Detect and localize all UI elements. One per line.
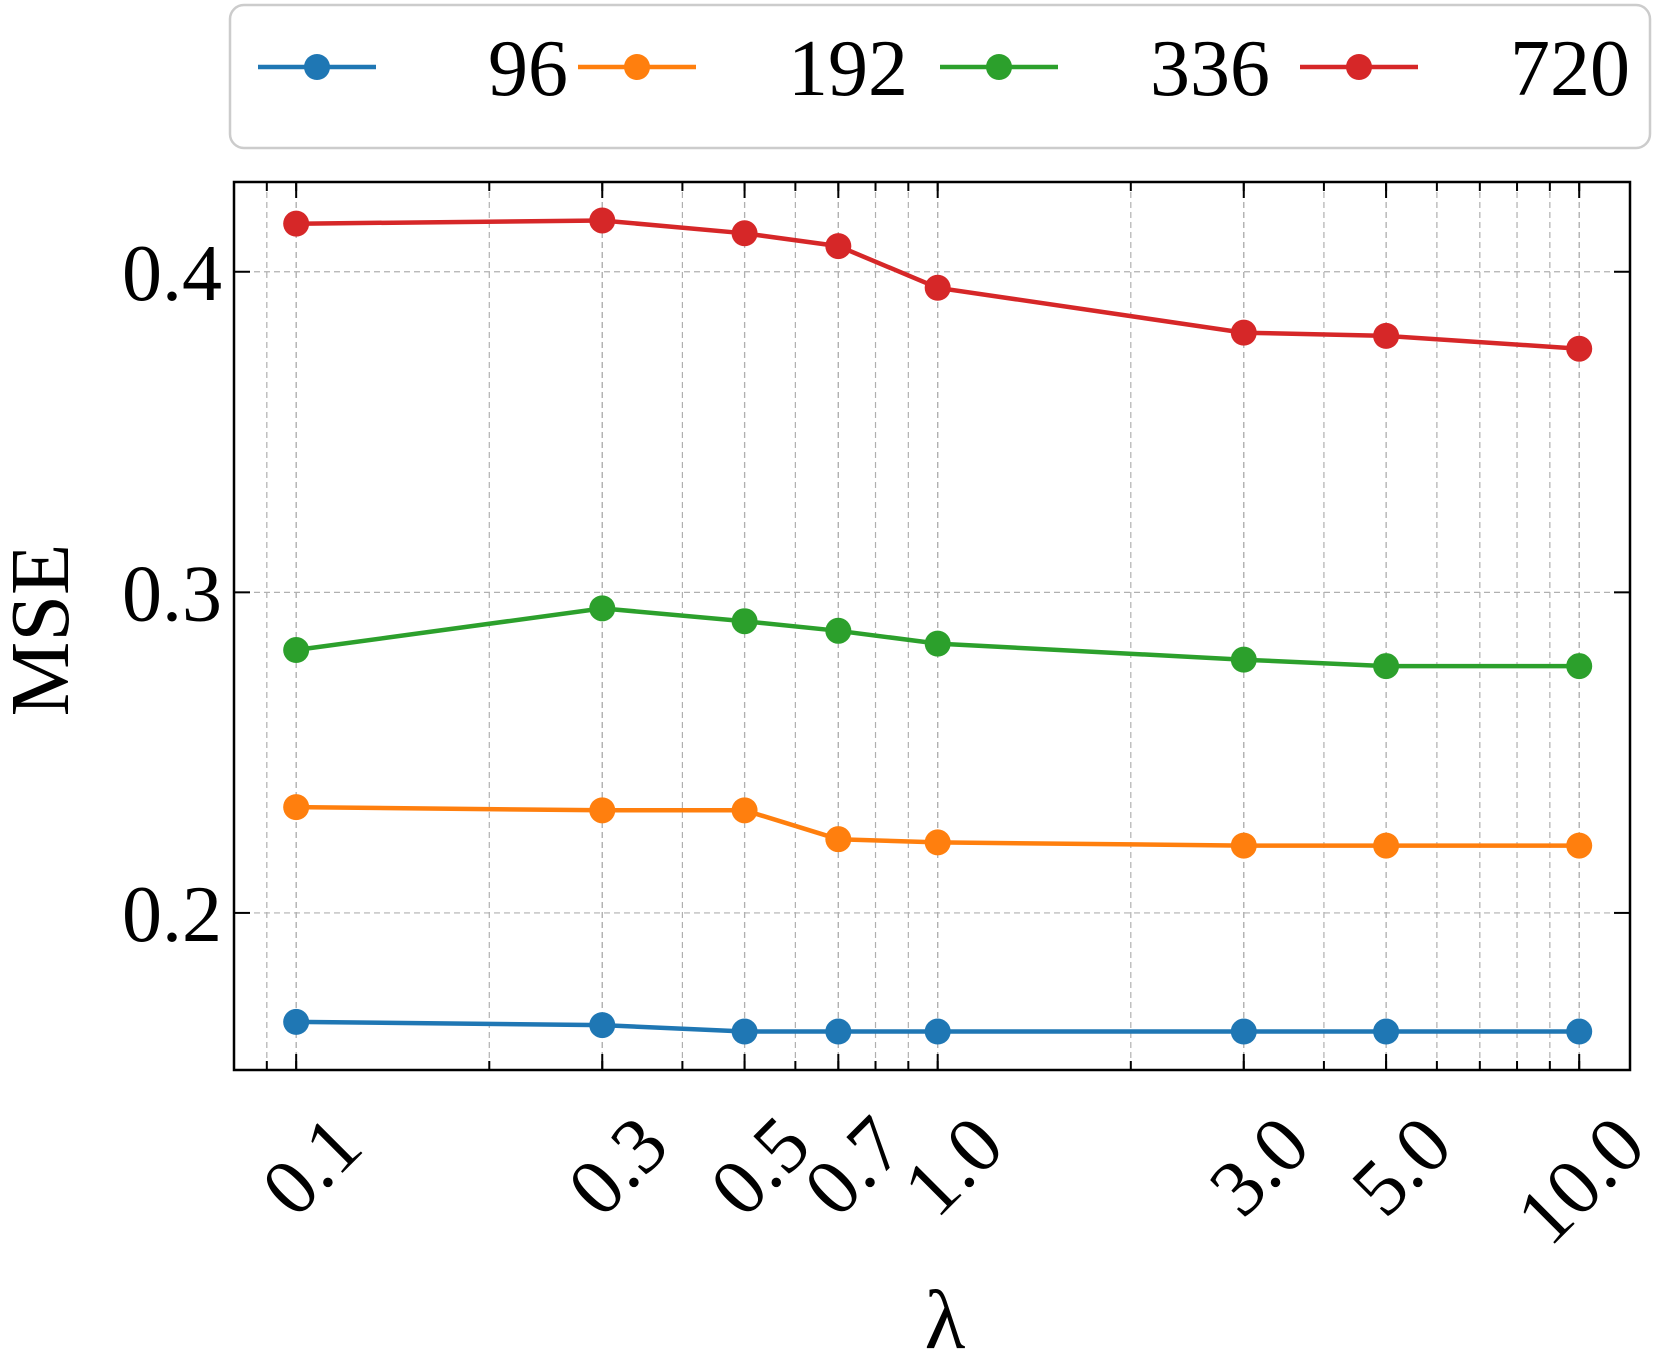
data-point-192: [1566, 832, 1593, 859]
data-point-720: [1566, 335, 1593, 362]
data-point-192: [731, 797, 758, 824]
data-point-96: [924, 1018, 951, 1045]
data-point-720: [1230, 319, 1257, 346]
x-tick-label: 0.3: [552, 1100, 685, 1233]
series-line-192: [296, 804, 1580, 848]
legend: 96 192 336 720: [258, 25, 1630, 113]
legend-label: 192: [788, 25, 908, 113]
series-720: [283, 207, 1593, 362]
legend-swatch-marker: [304, 54, 330, 80]
data-point-720: [1373, 322, 1400, 349]
data-point-96: [283, 1008, 310, 1035]
series-group: [283, 207, 1593, 1045]
data-point-96: [825, 1018, 852, 1045]
y-tick-label: 0.2: [122, 871, 222, 959]
data-point-720: [731, 220, 758, 247]
data-point-96: [1230, 1018, 1257, 1045]
x-tick-label: 3.0: [1193, 1100, 1326, 1233]
data-point-96: [589, 1012, 616, 1039]
legend-entry-192: 192: [578, 25, 908, 113]
legend-swatch-marker: [1346, 54, 1372, 80]
data-point-336: [283, 637, 310, 664]
legend-label: 336: [1150, 25, 1270, 113]
ticks: 0.1 0.3 0.50.71.0 3.0 5.0 10.00.20.30.4: [122, 182, 1660, 1261]
x-tick-label: 10.0: [1500, 1100, 1660, 1261]
x-tick-label: 5.0: [1335, 1100, 1468, 1233]
data-point-96: [1566, 1018, 1593, 1045]
series-192: [283, 794, 1593, 859]
y-tick-label: 0.4: [122, 230, 222, 318]
x-axis-label: λ: [925, 1274, 966, 1367]
data-point-192: [825, 826, 852, 853]
series-line-720: [296, 218, 1580, 351]
data-point-192: [589, 797, 616, 824]
data-point-192: [283, 794, 310, 821]
data-point-336: [1566, 653, 1593, 680]
data-point-192: [924, 829, 951, 856]
data-point-96: [731, 1018, 758, 1045]
legend-entry-720: 720: [1300, 25, 1630, 113]
y-axis-label: MSE: [0, 544, 87, 717]
series-336: [283, 595, 1593, 680]
data-point-720: [283, 210, 310, 237]
legend-swatch-marker: [624, 54, 650, 80]
data-point-336: [825, 617, 852, 644]
data-point-720: [825, 233, 852, 260]
series-line-96: [296, 1019, 1580, 1034]
data-point-96: [1373, 1018, 1400, 1045]
legend-entry-336: 336: [940, 25, 1270, 113]
data-point-336: [1373, 653, 1400, 680]
legend-label: 96: [488, 25, 568, 113]
data-point-720: [589, 207, 616, 234]
data-point-336: [589, 595, 616, 622]
data-point-192: [1230, 832, 1257, 859]
data-point-336: [731, 608, 758, 635]
legend-swatch-marker: [986, 54, 1012, 80]
series-line-336: [295, 606, 1580, 669]
data-point-336: [924, 630, 951, 657]
legend-label: 720: [1510, 25, 1630, 113]
plot-frame: [232, 180, 1632, 1072]
data-point-720: [924, 274, 951, 301]
x-tick-label: 1.0: [887, 1100, 1020, 1233]
data-point-192: [1373, 832, 1400, 859]
x-tick-label: 0.1: [246, 1100, 379, 1233]
grid: [233, 182, 1630, 1070]
legend-box: [228, 3, 1652, 150]
y-tick-label: 0.3: [122, 550, 222, 638]
data-point-336: [1230, 646, 1257, 673]
series-96: [283, 1008, 1593, 1045]
legend-entry-96: 96: [258, 25, 568, 113]
